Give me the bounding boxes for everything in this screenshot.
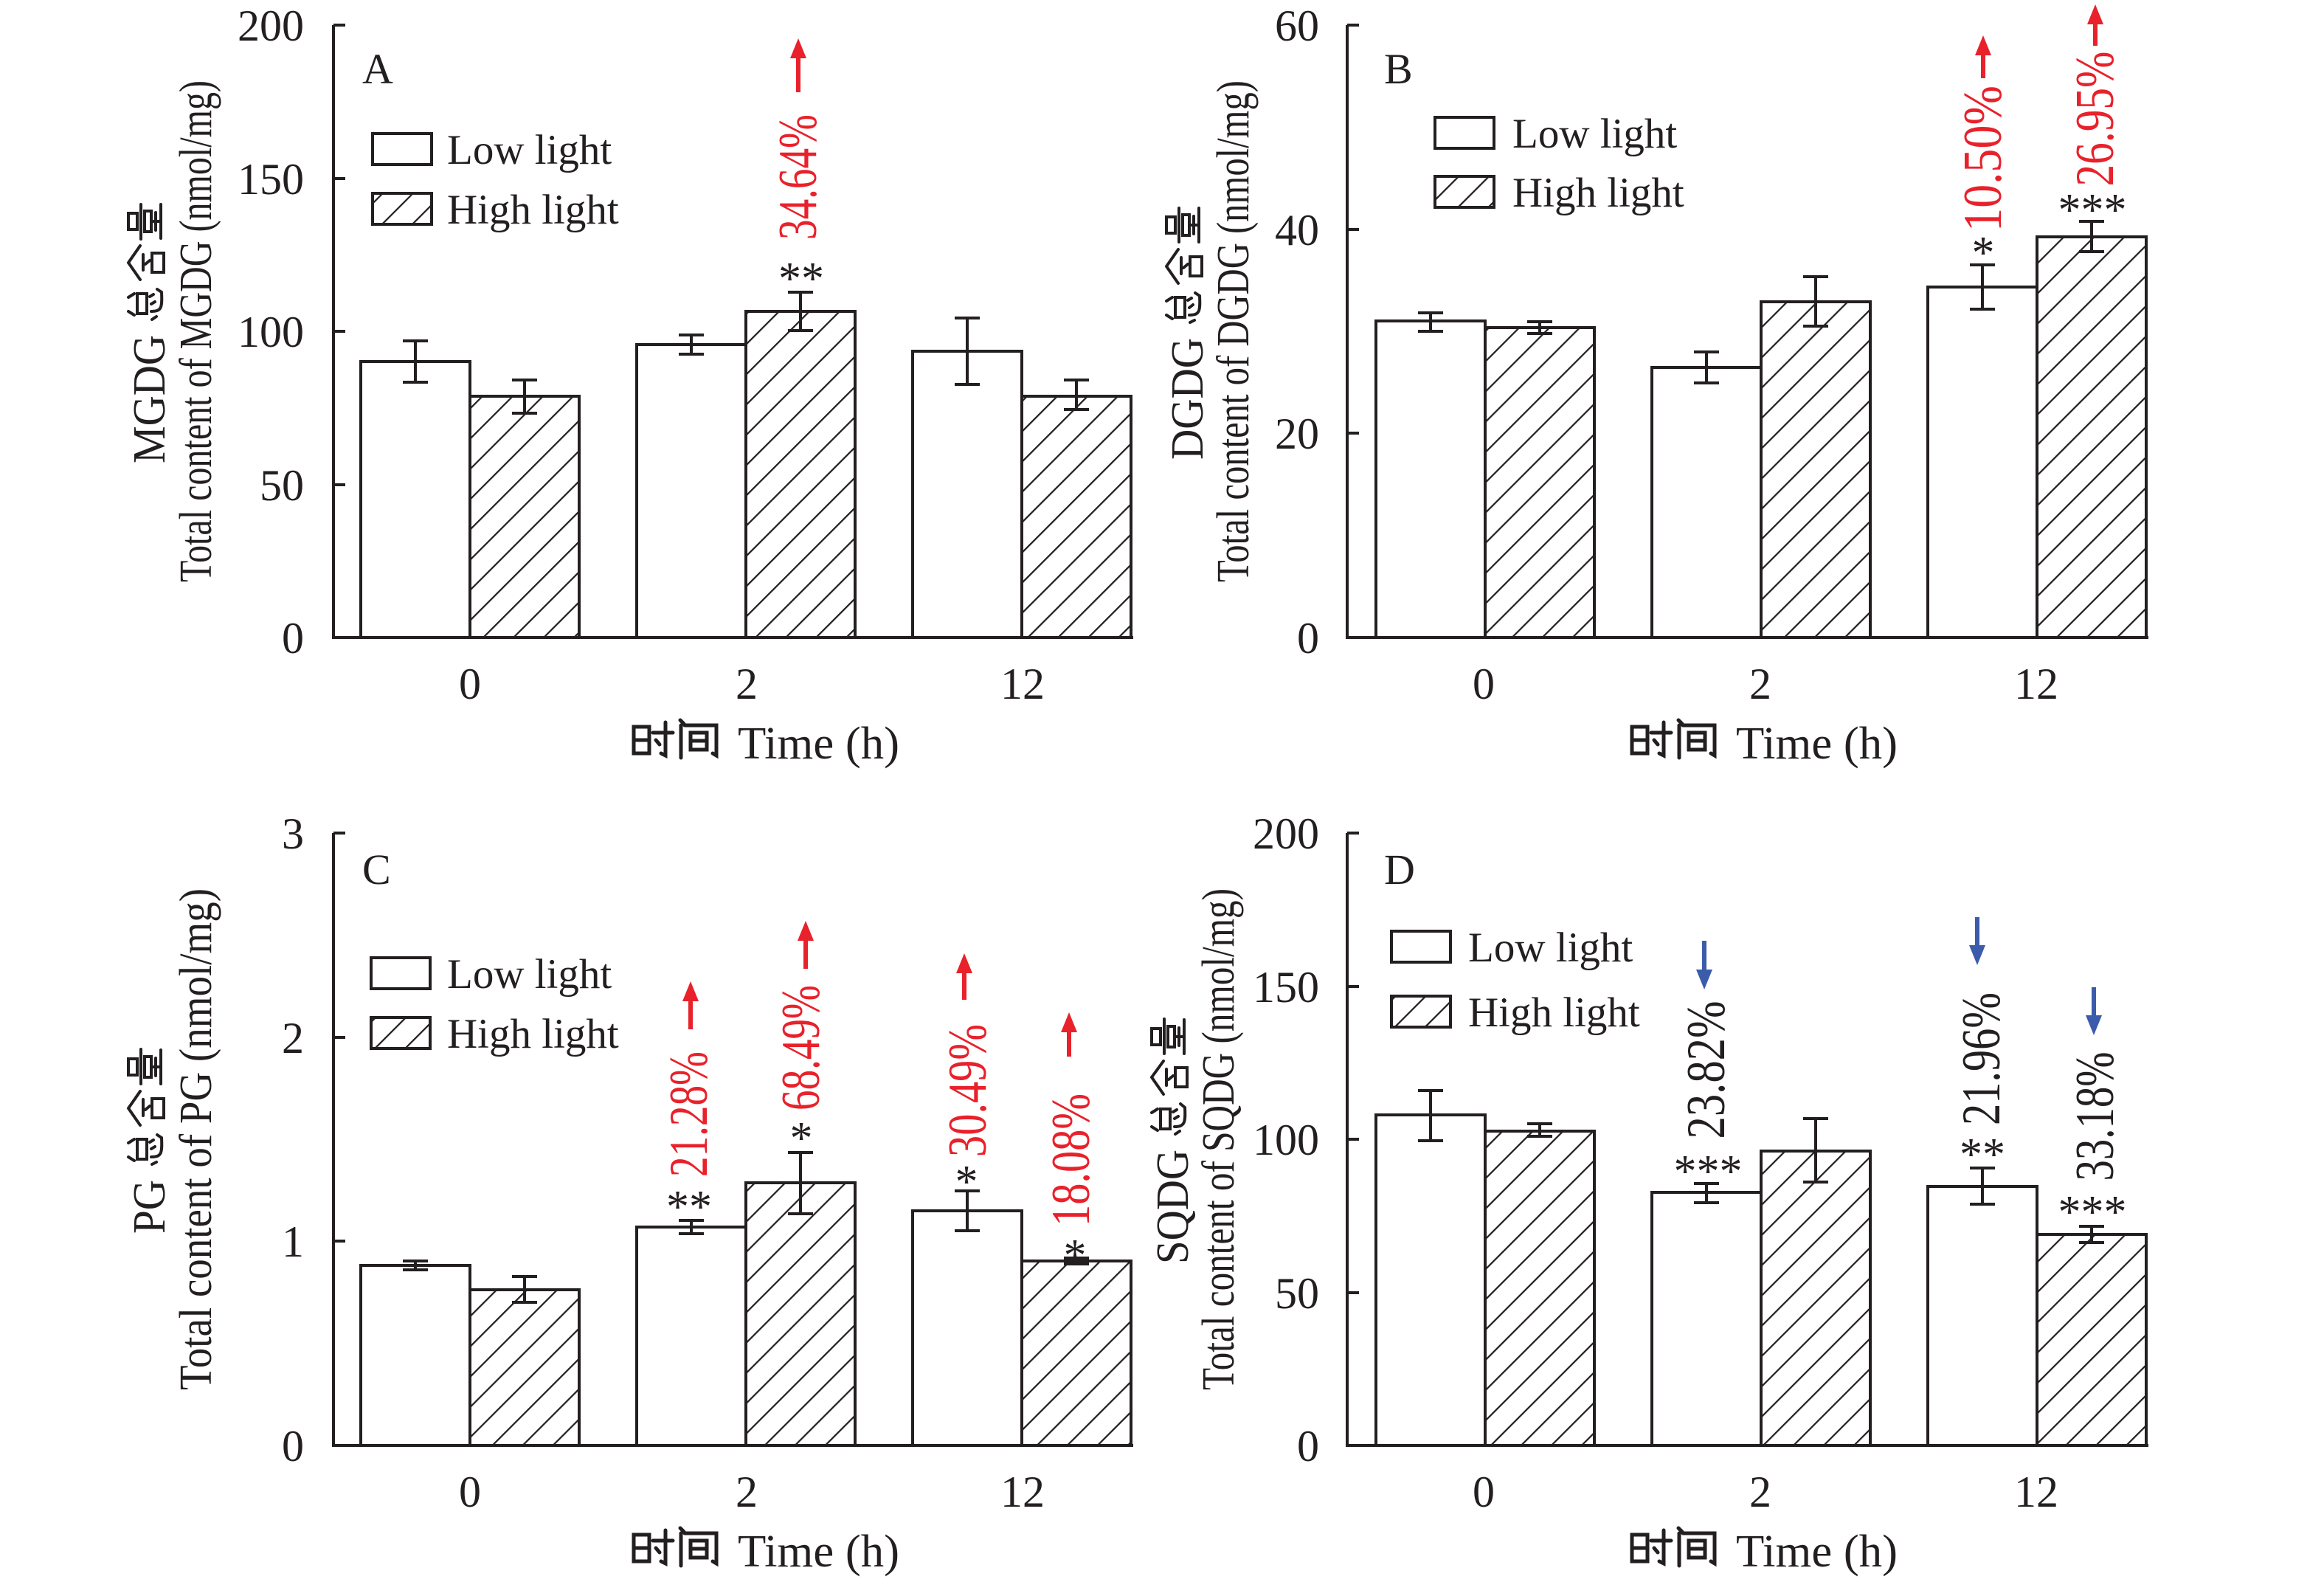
svg-text:B: B — [1384, 45, 1413, 93]
svg-text:1: 1 — [282, 1217, 304, 1266]
svg-text:150: 150 — [238, 155, 304, 204]
svg-text:50: 50 — [1275, 1269, 1319, 1318]
svg-text:**: ** — [1960, 1130, 2005, 1180]
svg-text:*: * — [1972, 228, 1995, 278]
svg-text:MGDG: MGDG — [125, 335, 175, 463]
svg-text:30.49%: 30.49% — [938, 1024, 998, 1157]
svg-text:33.18%: 33.18% — [2065, 1052, 2126, 1181]
svg-text:34.64%: 34.64% — [768, 114, 829, 240]
svg-text:3: 3 — [282, 809, 304, 858]
svg-text:***: *** — [1674, 1147, 1743, 1197]
svg-text:100: 100 — [238, 308, 304, 356]
svg-text:60: 60 — [1275, 1, 1319, 50]
svg-text:C: C — [362, 846, 391, 894]
svg-text:2: 2 — [1749, 660, 1771, 708]
svg-text:50: 50 — [260, 461, 304, 510]
svg-text:0: 0 — [1473, 660, 1495, 708]
svg-text:10.50%: 10.50% — [1953, 86, 2013, 232]
svg-text:A: A — [362, 45, 393, 93]
svg-text:*: * — [790, 1113, 813, 1164]
svg-text:*: * — [1064, 1231, 1087, 1281]
svg-text:150: 150 — [1253, 963, 1319, 1012]
svg-text:12: 12 — [1000, 660, 1045, 708]
svg-text:18.08%: 18.08% — [1041, 1093, 1102, 1226]
svg-text:Total content of DGDG (nmol/mg: Total content of DGDG (nmol/mg) — [1208, 80, 1259, 582]
svg-text:40: 40 — [1275, 206, 1319, 255]
svg-text:23.82%: 23.82% — [1676, 1001, 1737, 1139]
svg-text:2: 2 — [1749, 1468, 1771, 1516]
svg-text:0: 0 — [1297, 1422, 1319, 1471]
svg-text:200: 200 — [1253, 809, 1319, 858]
svg-text:20: 20 — [1275, 410, 1319, 458]
svg-text:2: 2 — [736, 1468, 758, 1516]
svg-text:Time (h): Time (h) — [738, 1527, 899, 1577]
svg-text:Time (h): Time (h) — [1736, 1527, 1898, 1577]
svg-text:Low light: Low light — [447, 951, 612, 998]
svg-text:**: ** — [778, 254, 824, 304]
svg-text:2: 2 — [736, 660, 758, 708]
svg-text:21.96%: 21.96% — [1951, 992, 2012, 1125]
svg-text:21.28%: 21.28% — [659, 1051, 719, 1177]
svg-text:High light: High light — [447, 187, 619, 233]
svg-text:High light: High light — [1512, 170, 1684, 216]
svg-text:Time (h): Time (h) — [738, 719, 899, 769]
svg-text:Total content of MGDG (nmol/mg: Total content of MGDG (nmol/mg) — [171, 80, 221, 582]
svg-text:High light: High light — [447, 1011, 619, 1057]
svg-text:0: 0 — [282, 614, 304, 663]
svg-text:Time (h): Time (h) — [1736, 719, 1898, 769]
svg-text:26.95%: 26.95% — [2065, 52, 2126, 187]
svg-text:Low light: Low light — [1512, 111, 1677, 157]
svg-text:68.49%: 68.49% — [771, 985, 831, 1110]
svg-text:0: 0 — [459, 660, 481, 708]
svg-text:DGDG: DGDG — [1163, 338, 1213, 460]
svg-text:12: 12 — [2014, 1468, 2058, 1516]
svg-text:PG: PG — [125, 1180, 175, 1234]
svg-text:Low light: Low light — [1468, 925, 1633, 971]
svg-text:Total content of SQDG (nmol/mg: Total content of SQDG (nmol/mg) — [1194, 888, 1244, 1390]
svg-text:0: 0 — [282, 1422, 304, 1471]
svg-text:0: 0 — [459, 1468, 481, 1516]
svg-text:12: 12 — [1000, 1468, 1045, 1516]
svg-text:***: *** — [2058, 1187, 2127, 1237]
svg-text:2: 2 — [282, 1014, 304, 1063]
svg-text:200: 200 — [238, 1, 304, 50]
svg-text:Low light: Low light — [447, 127, 612, 173]
svg-text:0: 0 — [1473, 1468, 1495, 1516]
svg-text:12: 12 — [2014, 660, 2058, 708]
svg-text:D: D — [1384, 846, 1415, 894]
svg-text:High light: High light — [1468, 989, 1640, 1036]
svg-text:***: *** — [2058, 185, 2127, 235]
svg-text:100: 100 — [1253, 1116, 1319, 1164]
svg-text:0: 0 — [1297, 614, 1319, 663]
svg-text:*: * — [955, 1157, 978, 1207]
svg-text:**: ** — [666, 1182, 712, 1232]
svg-text:SQDG: SQDG — [1148, 1150, 1198, 1264]
svg-text:Total content of PG (nmol/mg): Total content of PG (nmol/mg) — [171, 888, 221, 1390]
